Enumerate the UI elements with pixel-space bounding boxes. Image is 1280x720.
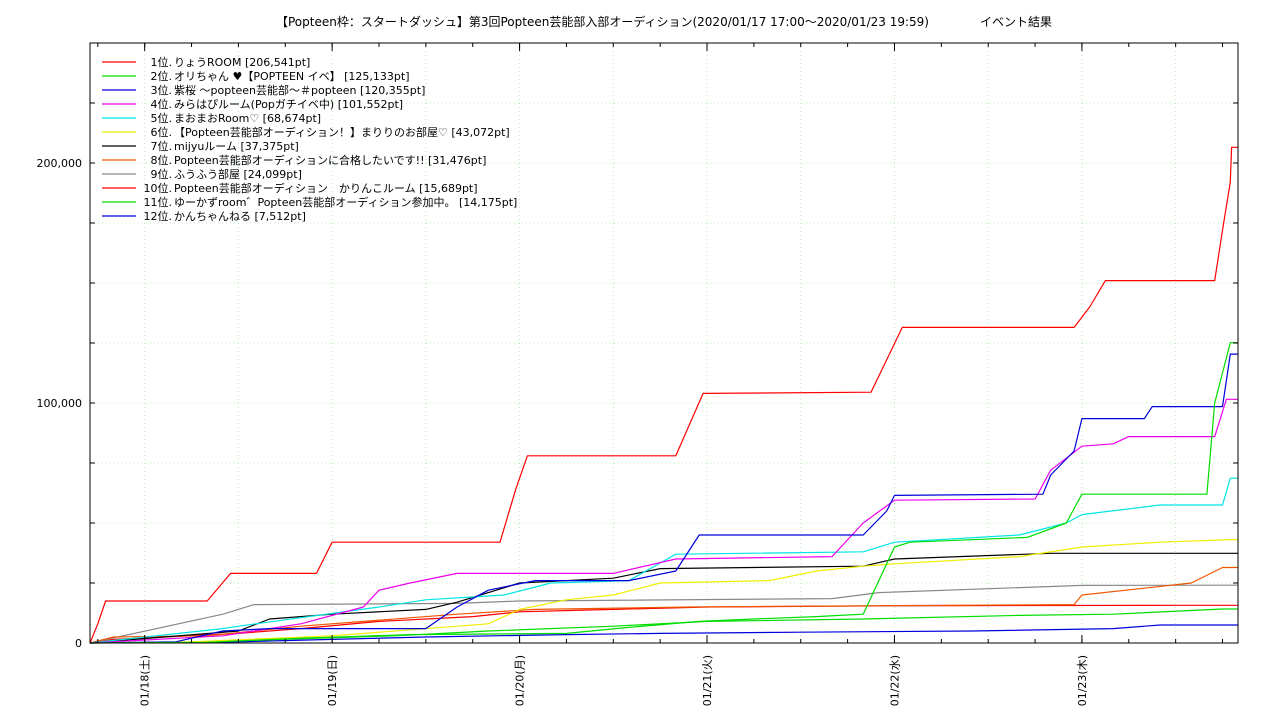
series-line (89, 608, 1238, 644)
legend-label-text: りょうROOM [206,541pt] (174, 56, 310, 69)
axis-ticks: 0 100,000 200,000 01/18(土) 01/19(日) 01/20(月) 0… (37, 42, 1238, 706)
legend-label: 12位. (144, 209, 173, 223)
grid-lines (90, 43, 1238, 643)
series-line (89, 398, 1238, 644)
legend-label-text: 【Popteen芸能部オーディション！】まりりのお部屋♡ [43,072pt] (174, 125, 510, 139)
series-lines (89, 146, 1238, 644)
x-tick-label: 01/23(木) (1076, 655, 1089, 706)
legend-label: 2位. (151, 69, 173, 83)
chart-title: 【Popteen枠：スタートダッシュ】第3回Popteen芸能部入部オーディショ… (276, 14, 929, 29)
x-tick-label: 01/19(日) (326, 655, 339, 706)
series-line (89, 146, 1238, 644)
legend-label-text: 紫桜 〜popteen芸能部〜＃popteen [120,355pt] (174, 83, 425, 97)
legend-label-text: みらはぴルーム(Popガチイベ中) [101,552pt] (174, 98, 403, 111)
legend-label: 11位. (144, 195, 173, 209)
legend-label: 9位. (151, 167, 173, 181)
legend-label-text: ゆーかずroom゛Popteen芸能部オーディション参加中。 [14,175pt… (174, 195, 517, 209)
x-tick-label: 01/20(月) (514, 655, 527, 706)
series-line (89, 353, 1238, 644)
series-line (89, 539, 1238, 644)
legend-label: 4位. (151, 97, 173, 111)
legend-label: 6位. (151, 125, 173, 139)
series-line (89, 584, 1238, 644)
legend-label-text: ふうふう部屋 [24,099pt] (174, 167, 302, 181)
legend-label-text: Popteen芸能部オーディション かりんこルーム [15,689pt] (174, 181, 478, 195)
x-tick-label: 01/21(火) (701, 655, 714, 706)
legend-label: 7位. (151, 139, 173, 153)
x-tick-label: 01/18(土) (139, 655, 152, 706)
series-line (89, 566, 1238, 644)
legend-label-text: まおまおRoom♡ [68,674pt] (174, 112, 321, 125)
legend-label-text: mijyuルーム [37,375pt] (174, 140, 299, 153)
series-line (89, 624, 1238, 644)
y-tick-label: 0 (75, 637, 82, 650)
legend-label-text: オリちゃん ♥【POPTEEN イベ】 [125,133pt] (174, 70, 410, 83)
series-line (89, 477, 1238, 644)
legend-label-text: Popteen芸能部オーディションに合格したいです!! [31,476pt] (174, 153, 486, 167)
x-tick-label: 01/22(水) (888, 655, 901, 706)
series-line (89, 552, 1238, 644)
series-line (89, 342, 1238, 644)
legend-label-text: かんちゃんねる [7,512pt] (174, 210, 306, 223)
legend-label: 8位. (151, 153, 173, 167)
legend: 1位. りょうROOM [206,541pt]2位. オリちゃん ♥【POPTEEN… (102, 55, 517, 223)
chart-subtitle: イベント結果 (980, 15, 1052, 29)
y-tick-label: 200,000 (37, 157, 83, 170)
legend-label: 3位. (151, 83, 173, 97)
legend-label: 5位. (151, 111, 173, 125)
legend-label: 1位. (151, 55, 173, 69)
legend-label: 10位. (144, 181, 173, 195)
y-tick-label: 100,000 (37, 397, 83, 410)
